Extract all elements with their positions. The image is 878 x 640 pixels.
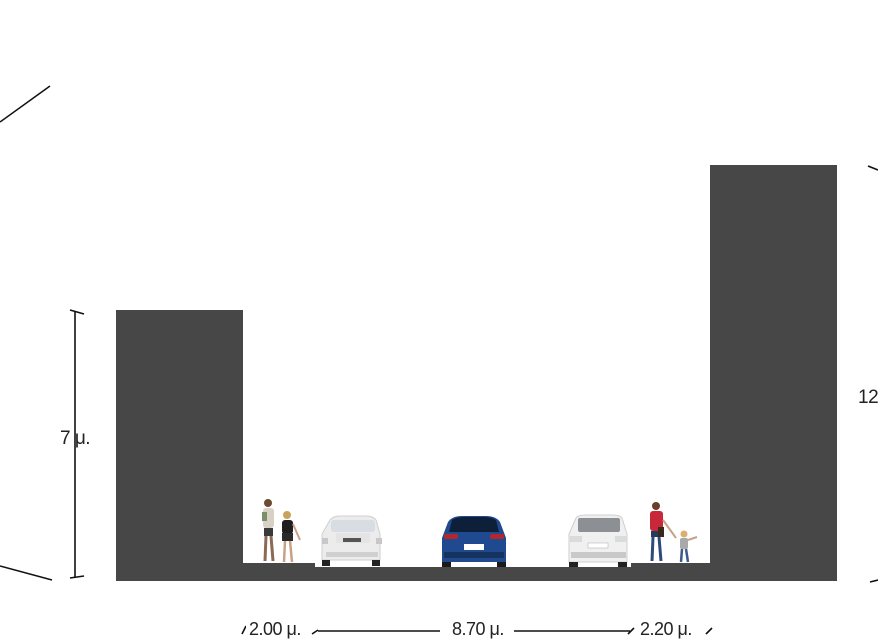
pedestrian-with-child	[650, 502, 698, 563]
left-height-dimension	[69, 309, 85, 579]
road-width-label: 8.70 μ.	[449, 619, 507, 640]
perspective-line-bottom	[0, 565, 53, 581]
left-building-height-label: 7 μ.	[60, 428, 91, 449]
right-building	[710, 165, 837, 581]
road-surface	[315, 567, 631, 581]
white-suv	[568, 514, 628, 567]
pedestrian-couple	[262, 499, 301, 563]
left-sidewalk	[243, 563, 315, 581]
blue-car	[442, 516, 506, 567]
right-sidewalk-width-label: 2.20 μ.	[637, 619, 695, 640]
perspective-line-top	[0, 85, 51, 123]
bottom-width-dimension	[241, 625, 713, 635]
white-car	[321, 515, 382, 566]
right-building-height-label: 12	[858, 387, 878, 408]
left-sidewalk-width-label: 2.00 μ.	[246, 619, 304, 640]
right-height-dimension	[867, 165, 878, 583]
right-sidewalk	[631, 563, 710, 581]
left-building	[116, 310, 243, 581]
